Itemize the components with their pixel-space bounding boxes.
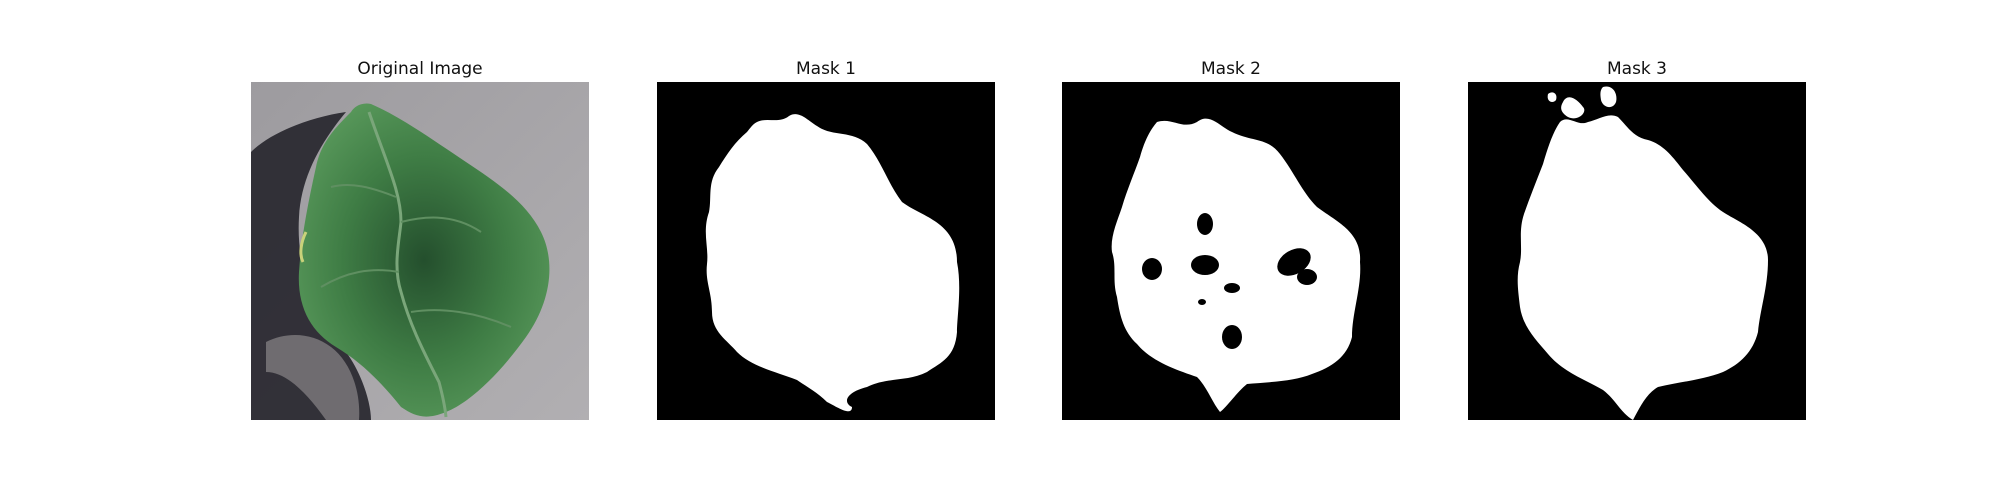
panel-mask-1: Mask 1 [657, 56, 995, 420]
panel-mask-2: Mask 2 [1062, 56, 1400, 420]
mask-1-image [657, 82, 995, 420]
original-leaf-image [251, 82, 589, 420]
panel-mask-3: Mask 3 [1468, 56, 1806, 420]
mask-2-image [1062, 82, 1400, 420]
panel-title-mask-2: Mask 2 [1200, 59, 1261, 79]
mask-3-image [1468, 82, 1806, 420]
panel-original-image: Original Image [251, 56, 589, 420]
panel-title-mask-3: Mask 3 [1606, 59, 1667, 79]
panel-title-mask-1: Mask 1 [795, 59, 856, 79]
panel-title-original: Original Image [357, 59, 483, 79]
